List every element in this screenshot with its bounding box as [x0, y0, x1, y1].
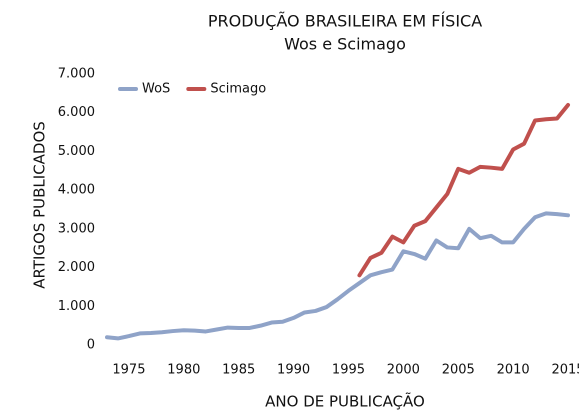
- x-tick-label: 2010: [497, 363, 530, 378]
- y-tick-label: 7.000: [58, 67, 95, 82]
- x-axis-label: ANO DE PUBLICAÇÃO: [265, 392, 425, 411]
- y-tick-label: 1.000: [58, 299, 95, 314]
- legend-label: Scimago: [210, 82, 266, 97]
- y-tick-label: 5.000: [58, 144, 95, 159]
- x-tick-label: 1975: [112, 363, 145, 378]
- chart-subtitle: Wos e Scimago: [284, 35, 406, 54]
- y-tick-label: 2.000: [58, 260, 95, 275]
- x-tick-label: 1985: [222, 363, 255, 378]
- chart-title: PRODUÇÃO BRASILEIRA EM FÍSICA: [208, 12, 482, 31]
- y-tick-label: 6.000: [58, 105, 95, 120]
- x-tick-label: 2005: [442, 363, 475, 378]
- x-tick-label: 2000: [387, 363, 420, 378]
- x-tick-label: 1990: [277, 363, 310, 378]
- x-tick-label: 2015: [551, 363, 579, 378]
- x-tick-label: 1980: [167, 363, 200, 378]
- x-tick-label: 1995: [332, 363, 365, 378]
- series-line: [357, 102, 570, 278]
- y-tick-label: 4.000: [58, 183, 95, 198]
- y-axis-label: ARTIGOS PUBLICADOS: [31, 121, 49, 289]
- series-line: [105, 211, 570, 341]
- y-tick-label: 0: [87, 338, 95, 353]
- y-tick-label: 3.000: [58, 221, 95, 236]
- legend-label: WoS: [142, 82, 170, 97]
